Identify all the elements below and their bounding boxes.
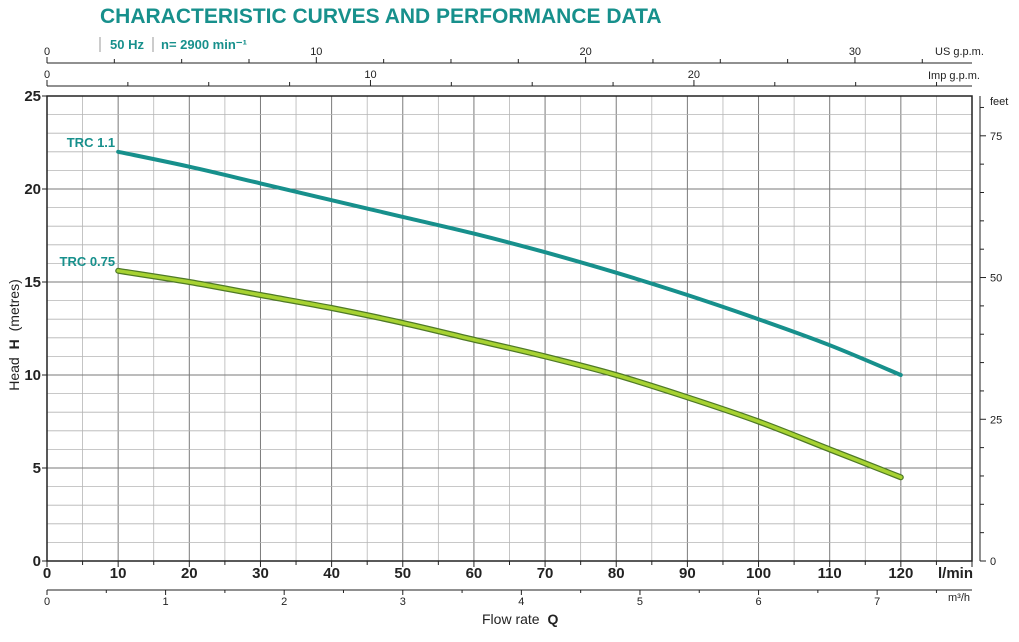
- series-line: [116, 149, 903, 377]
- x-axis-title-symbol: Q: [547, 611, 558, 627]
- y-tick-label: 15: [24, 274, 41, 291]
- y-axis-title-symbol: H: [6, 339, 22, 349]
- x-tick-label: 50: [394, 565, 411, 582]
- x-tick-label: 90: [679, 565, 696, 582]
- imp-gpm-tick-label: 10: [364, 69, 376, 81]
- series-layer: TRC 1.1 TRC 0.75: [60, 135, 904, 481]
- m3h-tick-label: 2: [281, 596, 287, 608]
- x-tick-label: 100: [746, 565, 771, 582]
- x-tick-label: 10: [110, 565, 127, 582]
- feet-tick-label: 50: [990, 273, 1002, 285]
- x-axis-title: Flow rate Q: [482, 611, 558, 627]
- us-gpm-tick-label: 30: [849, 46, 861, 58]
- chart-title: CHARACTERISTIC CURVES AND PERFORMANCE DA…: [100, 5, 662, 28]
- speed-label: n= 2900 min⁻¹: [161, 37, 247, 52]
- m3h-tick-label: 6: [755, 596, 761, 608]
- us-gpm-tick-label: 10: [310, 46, 322, 58]
- imp-gpm-tick-label: 0: [44, 69, 50, 81]
- y-tick-label: 20: [24, 181, 41, 198]
- imp-gpm-tick-label: 20: [688, 69, 700, 81]
- x-axis-title-text: Flow rate: [482, 611, 540, 627]
- y-axis-title: Head H (metres): [6, 279, 22, 391]
- plot-frame: [46, 95, 973, 562]
- y-tick-label: 10: [24, 367, 41, 384]
- feet-axis-label: feet: [990, 96, 1008, 108]
- feet-tick-label: 75: [990, 131, 1002, 143]
- y-tick-label: 25: [24, 88, 41, 105]
- x-tick-label: 60: [466, 565, 483, 582]
- x-tick-label: 40: [323, 565, 340, 582]
- series-label: TRC 0.75: [60, 254, 116, 269]
- m3h-tick-label: 7: [874, 596, 880, 608]
- m3h-axis-label: m³/h: [948, 592, 970, 604]
- feet-tick-label: 0: [990, 556, 996, 568]
- y-tick-label: 0: [33, 553, 41, 570]
- x-tick-label: 20: [181, 565, 198, 582]
- lmin-axis-label: l/min: [938, 565, 973, 582]
- m3h-tick-label: 5: [637, 596, 643, 608]
- m3h-tick-label: 4: [518, 596, 524, 608]
- y-tick-label: 5: [33, 460, 41, 477]
- y-axis-title-unit: (metres): [6, 279, 22, 331]
- m3h-tick-label: 0: [44, 596, 50, 608]
- y-axis-title-text: Head: [6, 357, 22, 390]
- feet-tick-label: 25: [990, 414, 1002, 426]
- series-line: [116, 269, 903, 480]
- frequency-label: 50 Hz: [110, 37, 144, 52]
- imp-gpm-axis-label: Imp g.p.m.: [928, 70, 980, 82]
- m3h-tick-label: 1: [163, 596, 169, 608]
- m3h-tick-label: 3: [400, 596, 406, 608]
- x-tick-label: 120: [888, 565, 913, 582]
- us-gpm-tick-label: 20: [580, 46, 592, 58]
- us-gpm-tick-label: 0: [44, 46, 50, 58]
- x-tick-label: 110: [818, 565, 842, 582]
- x-tick-label: 80: [608, 565, 625, 582]
- x-tick-label: 30: [252, 565, 269, 582]
- x-tick-label: 0: [43, 565, 51, 582]
- x-tick-label: 70: [537, 565, 554, 582]
- series-label: TRC 1.1: [67, 135, 115, 150]
- us-gpm-axis-label: US g.p.m.: [935, 46, 984, 58]
